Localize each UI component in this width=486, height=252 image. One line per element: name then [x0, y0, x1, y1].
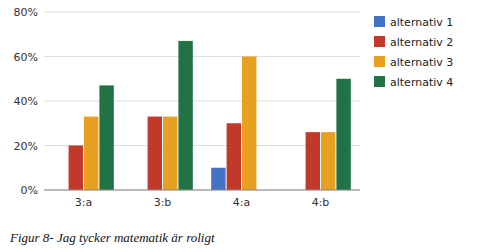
legend-label: alternativ 4 [390, 76, 453, 89]
x-tick-label: 3:b [154, 196, 172, 209]
bar [148, 117, 162, 190]
y-tick-label: 0% [21, 184, 38, 197]
x-axis-line [44, 190, 360, 191]
legend-label: alternativ 1 [390, 16, 453, 29]
chart-container: 0%20%40%60%80%3:a3:b4:a4:balternativ 1al… [0, 0, 486, 252]
chart: 0%20%40%60%80%3:a3:b4:a4:balternativ 1al… [0, 0, 486, 252]
legend-swatch [374, 16, 385, 27]
legend-swatch [374, 36, 385, 47]
bar [84, 117, 98, 190]
bar [321, 132, 335, 190]
legend-swatch [374, 56, 385, 67]
y-axis: 0% 20% 40% 60% 80% [14, 6, 360, 197]
x-tick-label: 3:a [75, 196, 92, 209]
caption: Figur 8- Jag tycker matematik är roligt [9, 230, 215, 245]
grid-line [44, 56, 360, 57]
legend-label: alternativ 2 [390, 36, 453, 49]
bars [69, 41, 351, 190]
legend-swatch [374, 76, 385, 87]
bar [211, 168, 225, 190]
bar [306, 132, 320, 190]
grid-line [44, 101, 360, 102]
y-tick-label: 80% [14, 6, 38, 19]
grid-line [44, 12, 360, 13]
bar [242, 57, 256, 191]
bar [336, 79, 350, 190]
x-tick-label: 4:b [312, 196, 330, 209]
bar [69, 146, 83, 191]
grid-line [44, 190, 360, 191]
legend: alternativ 1 alternativ 2 alternativ 3 alte… [374, 16, 453, 89]
bar [178, 41, 192, 190]
x-tick-label: 4:a [233, 196, 250, 209]
legend-label: alternativ 3 [390, 56, 453, 69]
y-tick-label: 20% [14, 140, 38, 153]
bar [163, 117, 177, 190]
y-tick-label: 60% [14, 51, 38, 64]
bar [227, 123, 241, 190]
y-tick-label: 40% [14, 95, 38, 108]
bar [99, 85, 113, 190]
